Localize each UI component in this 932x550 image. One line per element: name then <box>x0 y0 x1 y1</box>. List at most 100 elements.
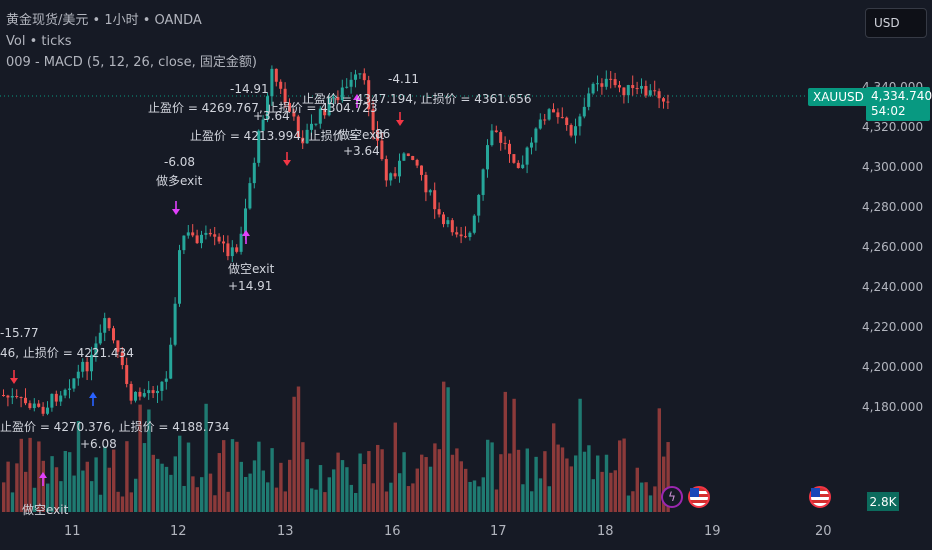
candle <box>613 79 617 86</box>
candle <box>604 78 608 87</box>
candle <box>512 154 516 163</box>
trade-arrow-marker[interactable] <box>242 230 250 244</box>
candle <box>314 123 318 125</box>
volume-bar <box>345 467 349 512</box>
candle <box>112 328 115 341</box>
candle <box>116 340 120 352</box>
annotation-a1: -14.91 <box>230 82 269 96</box>
candle <box>609 78 613 80</box>
candle <box>494 130 498 133</box>
volume-bar <box>15 463 19 512</box>
volume-bar <box>538 478 543 512</box>
indicator-legend[interactable]: 009 - MACD (5, 12, 26, close, 固定金额) <box>6 55 257 70</box>
volume-bar <box>107 467 111 512</box>
candle <box>459 234 463 237</box>
candle <box>428 190 432 193</box>
volume-bar <box>213 495 217 512</box>
candle <box>490 130 494 146</box>
candle <box>499 132 503 143</box>
volume-bar <box>635 467 639 512</box>
volume-bar <box>239 461 243 512</box>
volume-bar <box>336 452 340 512</box>
candle <box>296 116 300 138</box>
candle <box>138 391 142 397</box>
candle <box>420 165 423 175</box>
volume-bar <box>472 480 477 512</box>
candle <box>481 169 485 195</box>
candle <box>274 68 278 82</box>
volume-bar <box>63 451 67 512</box>
trade-arrow-marker[interactable] <box>172 201 180 215</box>
volume-bar <box>380 449 384 512</box>
volume-bar <box>525 448 529 512</box>
volume-bar <box>98 494 103 512</box>
candle <box>169 344 173 379</box>
trade-arrow-marker[interactable] <box>396 112 404 126</box>
trade-arrow-marker[interactable] <box>10 370 18 384</box>
candle <box>635 88 639 90</box>
candle <box>204 232 208 235</box>
volume-bar <box>552 423 556 512</box>
volume-value-tag: 2.8K <box>867 492 899 511</box>
time-tick: 13 <box>277 524 294 539</box>
volume-bar <box>508 453 512 512</box>
candle <box>516 162 520 169</box>
symbol-price-label: XAUUSD <box>808 88 869 106</box>
volume-bar <box>565 458 569 512</box>
volume-bar <box>367 451 371 512</box>
volume-bar <box>604 454 609 512</box>
volume-bar <box>653 486 657 512</box>
time-tick: 20 <box>815 524 832 539</box>
candle <box>318 108 322 124</box>
candle <box>521 164 525 169</box>
volume-bar <box>433 443 437 512</box>
candle <box>600 83 604 87</box>
candle <box>85 361 89 372</box>
candle <box>217 236 221 242</box>
lightning-icon[interactable]: ϟ <box>661 486 683 508</box>
candle <box>226 243 230 257</box>
volume-bar <box>10 492 15 512</box>
volume-bar <box>147 409 151 512</box>
candle <box>142 393 146 397</box>
candle <box>384 159 388 181</box>
candles <box>2 65 670 417</box>
volume-bar <box>640 482 644 512</box>
trade-arrow-marker[interactable] <box>353 94 361 108</box>
volume-legend[interactable]: Vol • ticks <box>6 34 72 49</box>
volume-bar <box>481 477 485 512</box>
currency-button[interactable]: USD <box>865 8 927 38</box>
candle <box>582 106 586 117</box>
volume-bar <box>327 477 331 512</box>
candle <box>301 137 305 144</box>
candle <box>371 109 375 131</box>
candle <box>345 86 349 88</box>
volume-bar <box>512 398 516 512</box>
candle <box>2 395 5 396</box>
volume-bar <box>125 441 129 512</box>
candle <box>244 208 247 234</box>
candle <box>547 109 551 120</box>
candle <box>565 117 569 126</box>
volume-bar <box>600 471 604 512</box>
us-flag-icon[interactable] <box>688 486 710 508</box>
candle <box>32 403 36 409</box>
annotation-a3: +3.64 <box>253 109 290 123</box>
trade-arrow-marker[interactable] <box>39 472 47 486</box>
volume-bar <box>560 447 565 512</box>
candle <box>450 220 454 233</box>
candle <box>76 371 80 379</box>
us-flag-icon[interactable] <box>809 486 831 508</box>
candle <box>310 123 313 130</box>
trade-arrow-marker[interactable] <box>89 392 97 406</box>
volume-bar <box>310 488 314 512</box>
volume-bar <box>129 492 133 512</box>
volume-bar <box>191 476 195 512</box>
candle <box>257 130 261 163</box>
symbol-title[interactable]: 黄金现货/美元 • 1小时 • OANDA <box>6 13 202 28</box>
volume-bar <box>587 445 591 512</box>
trade-arrow-marker[interactable] <box>283 152 291 166</box>
annotation-a7: -6.08 <box>164 155 196 169</box>
